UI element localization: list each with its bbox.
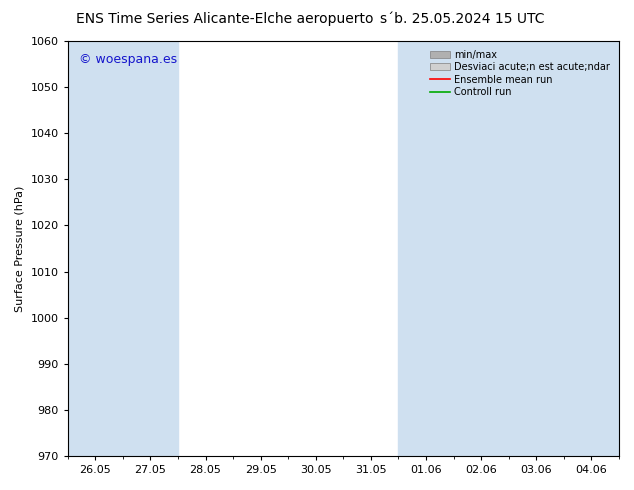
Bar (453, 41, 508, 456)
Bar (508, 41, 564, 456)
Text: © woespana.es: © woespana.es (79, 53, 177, 67)
Y-axis label: Surface Pressure (hPa): Surface Pressure (hPa) (15, 185, 25, 312)
Bar (68, 41, 123, 456)
Bar (399, 41, 453, 456)
Bar (123, 41, 178, 456)
Legend: min/max, Desviaci acute;n est acute;ndar, Ensemble mean run, Controll run: min/max, Desviaci acute;n est acute;ndar… (426, 46, 614, 101)
Bar (564, 41, 619, 456)
Text: ENS Time Series Alicante-Elche aeropuerto: ENS Time Series Alicante-Elche aeropuert… (76, 12, 373, 26)
Text: s´b. 25.05.2024 15 UTC: s´b. 25.05.2024 15 UTC (380, 12, 545, 26)
